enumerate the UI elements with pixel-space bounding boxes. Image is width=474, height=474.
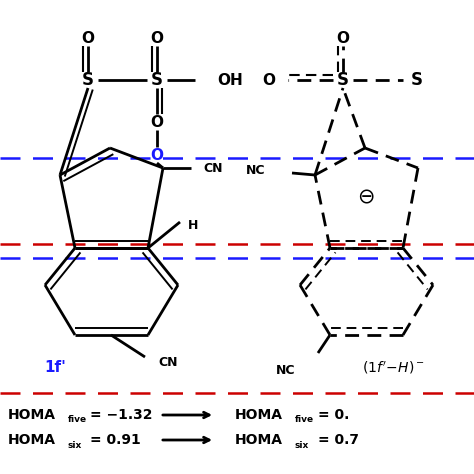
Text: = −1.32: = −1.32 xyxy=(90,408,153,422)
Text: O: O xyxy=(151,147,164,163)
Text: CN: CN xyxy=(203,162,222,174)
Text: O: O xyxy=(337,30,349,46)
Text: O: O xyxy=(262,73,275,88)
Text: S: S xyxy=(411,71,423,89)
Text: S: S xyxy=(82,71,94,89)
Text: NC: NC xyxy=(246,164,265,176)
Text: O: O xyxy=(151,115,164,129)
Text: = 0.91: = 0.91 xyxy=(90,433,141,447)
Text: HOMA: HOMA xyxy=(235,433,283,447)
Text: HOMA: HOMA xyxy=(235,408,283,422)
Text: six: six xyxy=(295,440,309,449)
Text: S: S xyxy=(151,71,163,89)
Text: HOMA: HOMA xyxy=(8,433,56,447)
Text: five: five xyxy=(295,416,314,425)
Text: = 0.7: = 0.7 xyxy=(318,433,359,447)
Text: ⊖: ⊖ xyxy=(357,187,375,208)
Text: five: five xyxy=(68,416,87,425)
Text: NC: NC xyxy=(275,364,295,376)
Text: $(1f'\!-\!H)^-$: $(1f'\!-\!H)^-$ xyxy=(362,360,424,376)
Text: S: S xyxy=(337,71,349,89)
Text: CN: CN xyxy=(158,356,177,368)
Text: OH: OH xyxy=(217,73,243,88)
Text: HOMA: HOMA xyxy=(8,408,56,422)
Text: six: six xyxy=(68,440,82,449)
Text: = 0.: = 0. xyxy=(318,408,349,422)
Text: O: O xyxy=(82,30,94,46)
Text: H: H xyxy=(188,219,199,231)
Text: O: O xyxy=(151,30,164,46)
Text: 1f': 1f' xyxy=(44,361,66,375)
